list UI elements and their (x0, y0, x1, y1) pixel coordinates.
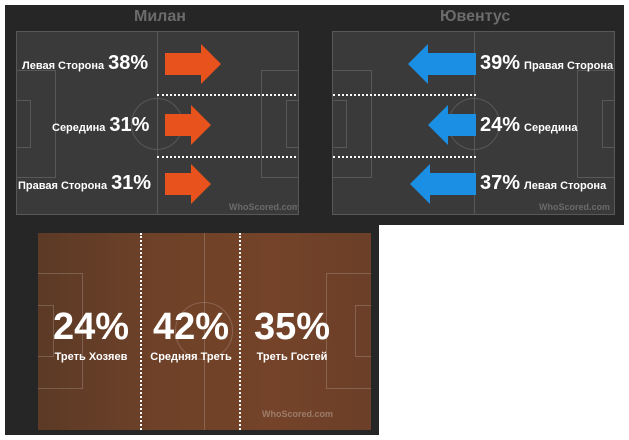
lane-divider (333, 156, 476, 158)
home-arrow-center-lane (165, 105, 211, 145)
lane-divider (157, 156, 298, 158)
away-arrow-bottom-lane (410, 164, 476, 204)
home-arrow-left-lane (165, 44, 221, 84)
zone-home-third-label: Треть Хозяев (54, 351, 128, 363)
left-goal-box (38, 305, 54, 357)
lane-pct: 24% (480, 114, 521, 136)
lane-name: Левая Сторона (524, 180, 607, 192)
home-team-title: Милан (134, 8, 186, 25)
home-arrow-right-lane (165, 164, 211, 204)
zone-middle-third-label: Средняя Треть (150, 351, 232, 363)
lane-pct: 39% (480, 52, 521, 74)
zones-pitch: 24% Треть Хозяев 42% Средняя Треть 35% Т… (38, 233, 371, 430)
lane-divider (333, 94, 476, 96)
left-penalty-box (333, 70, 372, 178)
lane-name: Левая Сторона (22, 60, 105, 72)
lane-pct: 31% (111, 172, 152, 194)
right-goal-box (286, 100, 298, 148)
away-arrow-top-lane (408, 44, 476, 84)
watermark: WhoScored.com (229, 202, 299, 212)
watermark: WhoScored.com (262, 409, 334, 419)
away-team-title: Ювентус (440, 8, 511, 25)
right-penalty-box (577, 70, 614, 178)
left-penalty-box (38, 273, 83, 389)
lane-name: Середина (52, 122, 106, 134)
lane-pct: 38% (108, 52, 149, 74)
right-penalty-box (326, 273, 371, 389)
away-lane-top: 39% Правая Сторона (480, 52, 613, 75)
lane-divider (157, 94, 298, 96)
left-goal-box (333, 100, 347, 148)
lane-name: Правая Сторона (18, 180, 108, 192)
right-penalty-box (261, 70, 298, 178)
lane-pct: 37% (480, 172, 521, 194)
left-goal-box (17, 100, 31, 148)
away-arrow-center-lane (428, 105, 476, 145)
left-penalty-box (17, 70, 56, 178)
home-lane-right: Правая Сторона 31% (18, 172, 151, 195)
zone-divider (239, 233, 241, 430)
away-lane-bottom: 37% Левая Сторона (480, 172, 606, 195)
center-circle (175, 302, 233, 360)
zone-away-third-pct: 35% (253, 306, 331, 348)
zone-away-third-label: Треть Гостей (256, 351, 328, 363)
right-goal-box (355, 305, 371, 357)
zone-divider (140, 233, 142, 430)
lane-pct: 31% (109, 114, 150, 136)
right-goal-box (602, 100, 614, 148)
zone-home-third-pct: 24% (52, 306, 130, 348)
lane-name: Середина (524, 122, 578, 134)
home-lane-left: Левая Сторона 38% (22, 52, 148, 75)
away-lane-center: 24% Середина (480, 114, 577, 137)
home-lane-center: Середина 31% (52, 114, 149, 137)
lane-name: Правая Сторона (524, 60, 614, 72)
watermark: WhoScored.com (539, 202, 611, 212)
zone-middle-third-pct: 42% (152, 306, 230, 348)
